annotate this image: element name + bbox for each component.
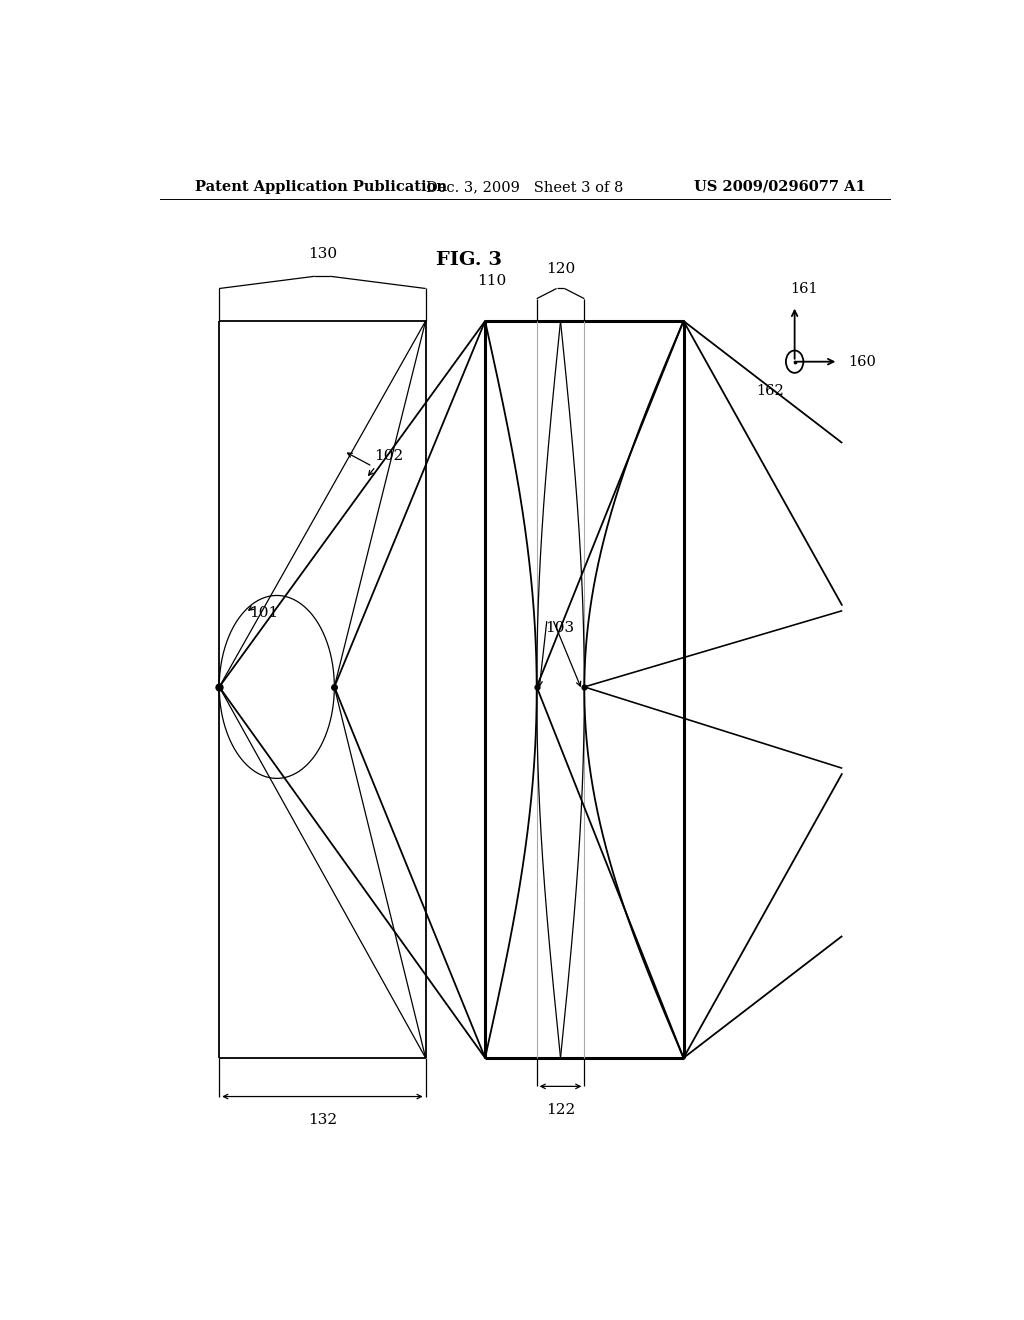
Text: Patent Application Publication: Patent Application Publication bbox=[196, 180, 447, 194]
Text: 102: 102 bbox=[374, 449, 403, 463]
Text: 160: 160 bbox=[849, 355, 877, 368]
Text: Dec. 3, 2009   Sheet 3 of 8: Dec. 3, 2009 Sheet 3 of 8 bbox=[426, 180, 624, 194]
Text: 161: 161 bbox=[791, 281, 818, 296]
Text: FIG. 3: FIG. 3 bbox=[436, 251, 502, 269]
Text: 122: 122 bbox=[546, 1102, 575, 1117]
Text: US 2009/0296077 A1: US 2009/0296077 A1 bbox=[694, 180, 866, 194]
Text: 101: 101 bbox=[249, 606, 278, 619]
Text: 130: 130 bbox=[308, 247, 337, 261]
Text: 132: 132 bbox=[308, 1113, 337, 1127]
Text: 110: 110 bbox=[477, 275, 507, 289]
Text: 120: 120 bbox=[546, 263, 575, 276]
Text: 162: 162 bbox=[757, 384, 784, 399]
Text: 103: 103 bbox=[545, 620, 573, 635]
